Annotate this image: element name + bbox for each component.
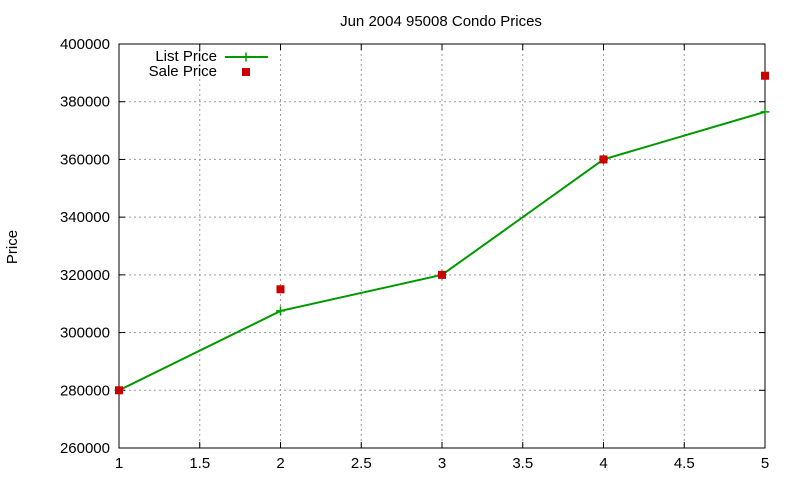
y-tick-label: 260000 xyxy=(60,440,110,457)
series-line-list-price xyxy=(118,110,766,392)
x-tick-label: 5 xyxy=(761,455,769,472)
point-sale-price xyxy=(115,386,123,395)
y-tick-label: 340000 xyxy=(60,209,110,226)
y-tick-label: 360000 xyxy=(60,151,110,168)
x-tick-label: 2 xyxy=(276,455,284,472)
point-sale-price xyxy=(599,155,608,164)
grid-layer xyxy=(119,44,765,448)
y-tick-label: 380000 xyxy=(60,94,110,111)
legend-label-list-price: List Price xyxy=(155,48,217,65)
legend-marker-list-price xyxy=(241,52,251,62)
legend: List Price Sale Price xyxy=(149,48,268,80)
y-tick-label: 320000 xyxy=(60,267,110,284)
point-list-price xyxy=(276,306,285,316)
tick-layer: 1 1.5 2 2.5 3 3.5 4 4.5 5 260000 280000 300000 32000… xyxy=(60,36,769,472)
y-tick-label: 300000 xyxy=(60,325,110,342)
y-tick-label: 280000 xyxy=(60,382,110,399)
y-tick-label: 400000 xyxy=(60,36,110,53)
point-sale-price xyxy=(276,285,285,294)
x-tick-label: 1.5 xyxy=(189,455,210,472)
legend-label-sale-price: Sale Price xyxy=(149,63,217,80)
series-layer xyxy=(114,71,770,395)
point-list-price xyxy=(760,107,770,117)
x-tick-label: 4 xyxy=(599,455,607,472)
chart-title: Jun 2004 95008 Condo Prices xyxy=(340,13,542,30)
point-sale-price xyxy=(438,270,446,279)
x-tick-label: 3 xyxy=(438,455,446,472)
point-sale-price xyxy=(761,71,769,80)
x-tick-label: 1 xyxy=(115,455,123,472)
y-axis-label: Price xyxy=(4,230,21,264)
legend-marker-sale-price xyxy=(242,68,250,76)
x-tick-label: 3.5 xyxy=(512,455,533,472)
x-tick-label: 2.5 xyxy=(351,455,372,472)
x-tick-label: 4.5 xyxy=(674,455,695,472)
